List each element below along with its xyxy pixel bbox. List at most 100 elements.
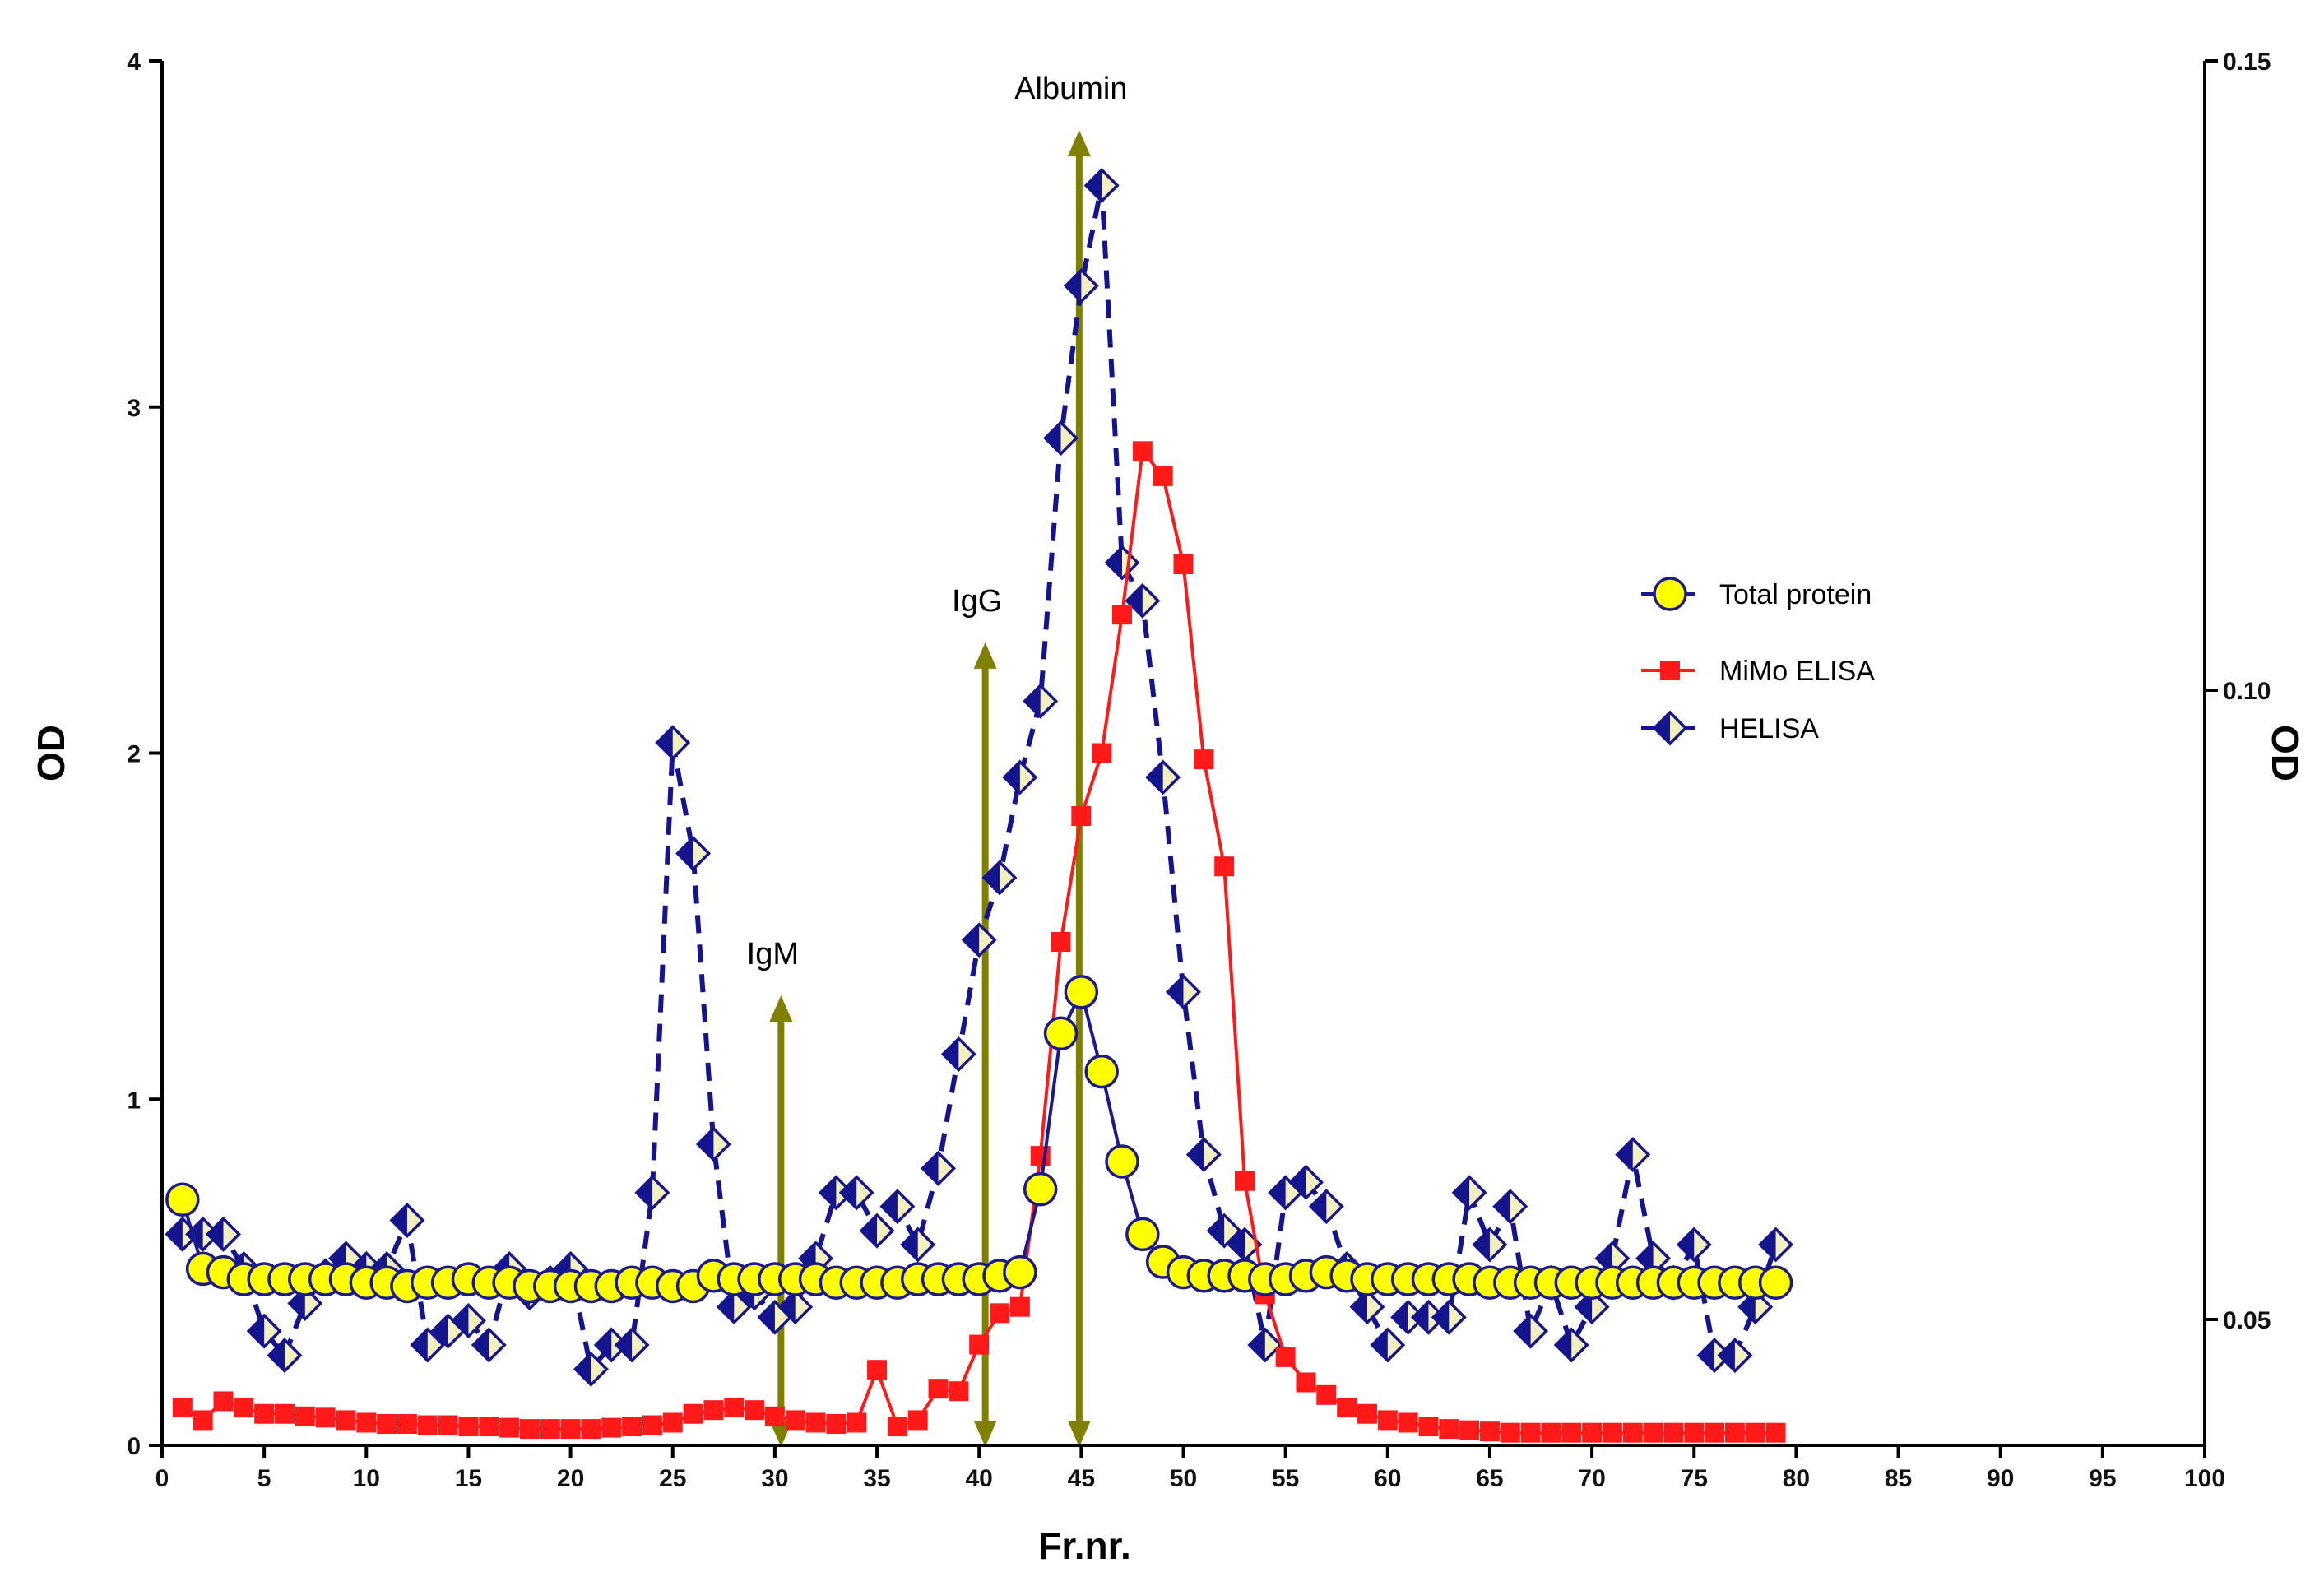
data-point xyxy=(397,1413,417,1434)
diamond-left-half xyxy=(943,1038,959,1070)
data-point xyxy=(1582,1422,1603,1443)
y2-tick-label: 0.10 xyxy=(2223,678,2271,705)
data-point xyxy=(928,1379,949,1399)
legend-marker xyxy=(1660,661,1680,680)
annotation-arrow-head-down xyxy=(973,1421,997,1447)
diamond-left-half xyxy=(1086,169,1102,202)
data-point xyxy=(356,1412,377,1433)
legend-label: MiMo ELISA xyxy=(1719,656,1875,687)
data-point xyxy=(1009,1296,1030,1317)
data-point xyxy=(1206,1213,1242,1249)
data-point xyxy=(267,1338,303,1374)
data-point xyxy=(745,1400,765,1421)
diamond-left-half xyxy=(984,861,1000,893)
diamond-left-half xyxy=(473,1329,489,1361)
diamond-left-half xyxy=(1065,270,1082,302)
diamond-left-half xyxy=(656,726,673,758)
diamond-left-half xyxy=(452,1305,469,1337)
data-point xyxy=(1758,1265,1793,1300)
data-point xyxy=(818,1175,854,1211)
data-point xyxy=(417,1415,438,1435)
diamond-left-half xyxy=(718,1291,735,1323)
diamond-left-half xyxy=(1699,1339,1715,1371)
x-tick-label: 5 xyxy=(257,1465,271,1492)
data-point xyxy=(1500,1422,1520,1443)
data-point xyxy=(1023,1171,1058,1207)
data-point xyxy=(949,1381,969,1402)
data-point xyxy=(1459,1420,1480,1440)
data-point xyxy=(193,1410,213,1431)
data-point xyxy=(1431,1299,1467,1335)
diamond-left-half xyxy=(1167,976,1184,1008)
diamond-left-half xyxy=(248,1315,265,1347)
data-point xyxy=(1696,1338,1733,1374)
data-point xyxy=(1602,1422,1622,1443)
annotation-arrows xyxy=(769,130,1091,1447)
x-tick-label: 75 xyxy=(1681,1465,1708,1492)
data-point xyxy=(1398,1412,1418,1433)
diamond-left-half xyxy=(779,1291,796,1323)
data-point xyxy=(1472,1227,1508,1263)
data-point xyxy=(716,1289,752,1325)
diamond-left-half xyxy=(1208,1215,1225,1247)
data-point xyxy=(1153,466,1173,486)
data-point xyxy=(1071,806,1092,826)
x-tick-label: 85 xyxy=(1885,1465,1912,1492)
data-point xyxy=(1663,1422,1684,1443)
data-point xyxy=(1479,1421,1500,1442)
diamond-left-half xyxy=(1654,712,1670,744)
x-tick-label: 25 xyxy=(659,1465,686,1492)
legend-item: MiMo ELISA xyxy=(1641,656,1875,687)
diamond-left-half xyxy=(1106,547,1123,579)
y-tick-label: 3 xyxy=(127,395,141,422)
diamond-left-half xyxy=(1249,1329,1265,1361)
data-point xyxy=(1520,1422,1541,1443)
data-point xyxy=(1410,1299,1446,1335)
x-tick-label: 95 xyxy=(2089,1465,2116,1492)
x-tick-label: 70 xyxy=(1578,1465,1605,1492)
annotation-label: IgM xyxy=(747,937,799,972)
data-point xyxy=(1370,1327,1406,1363)
diamond-left-half xyxy=(698,1128,714,1160)
data-point xyxy=(1717,1338,1753,1374)
data-point xyxy=(1377,1410,1398,1431)
data-point xyxy=(1064,975,1099,1009)
data-point xyxy=(601,1417,622,1438)
data-point xyxy=(1185,1137,1222,1173)
data-point xyxy=(206,1216,241,1252)
diamond-left-half xyxy=(207,1218,224,1250)
diamond-left-half xyxy=(1351,1291,1367,1323)
data-point xyxy=(1316,1384,1337,1405)
data-point xyxy=(1275,1347,1296,1367)
data-point xyxy=(1104,545,1140,581)
data-point xyxy=(1513,1313,1549,1349)
annotation-label: IgG xyxy=(952,584,1002,619)
diamond-left-half xyxy=(596,1329,612,1361)
annotation-arrow-head-up xyxy=(973,642,997,669)
diamond-left-half xyxy=(1454,1176,1470,1208)
data-point xyxy=(1451,1175,1487,1211)
data-point xyxy=(1349,1289,1385,1325)
data-point xyxy=(1765,1422,1786,1443)
data-point xyxy=(295,1406,315,1426)
data-point xyxy=(1724,1422,1745,1443)
data-point xyxy=(1615,1137,1651,1173)
data-point xyxy=(1337,1398,1357,1418)
data-point xyxy=(1574,1289,1610,1325)
data-point xyxy=(1145,759,1181,795)
data-point xyxy=(969,1334,990,1355)
data-point xyxy=(847,1412,867,1433)
x-tick-label: 0 xyxy=(155,1465,169,1492)
x-tick-label: 80 xyxy=(1783,1465,1810,1492)
diamond-left-half xyxy=(166,1218,183,1250)
diamond-left-half xyxy=(1412,1301,1429,1333)
diamond-left-half xyxy=(1024,685,1041,717)
data-point xyxy=(1043,420,1079,457)
data-point xyxy=(683,1403,703,1424)
data-point xyxy=(172,1398,193,1418)
legend-marker xyxy=(1653,577,1687,611)
data-point xyxy=(519,1419,540,1440)
x-tick-label: 100 xyxy=(2184,1465,2225,1492)
data-point xyxy=(887,1417,907,1437)
